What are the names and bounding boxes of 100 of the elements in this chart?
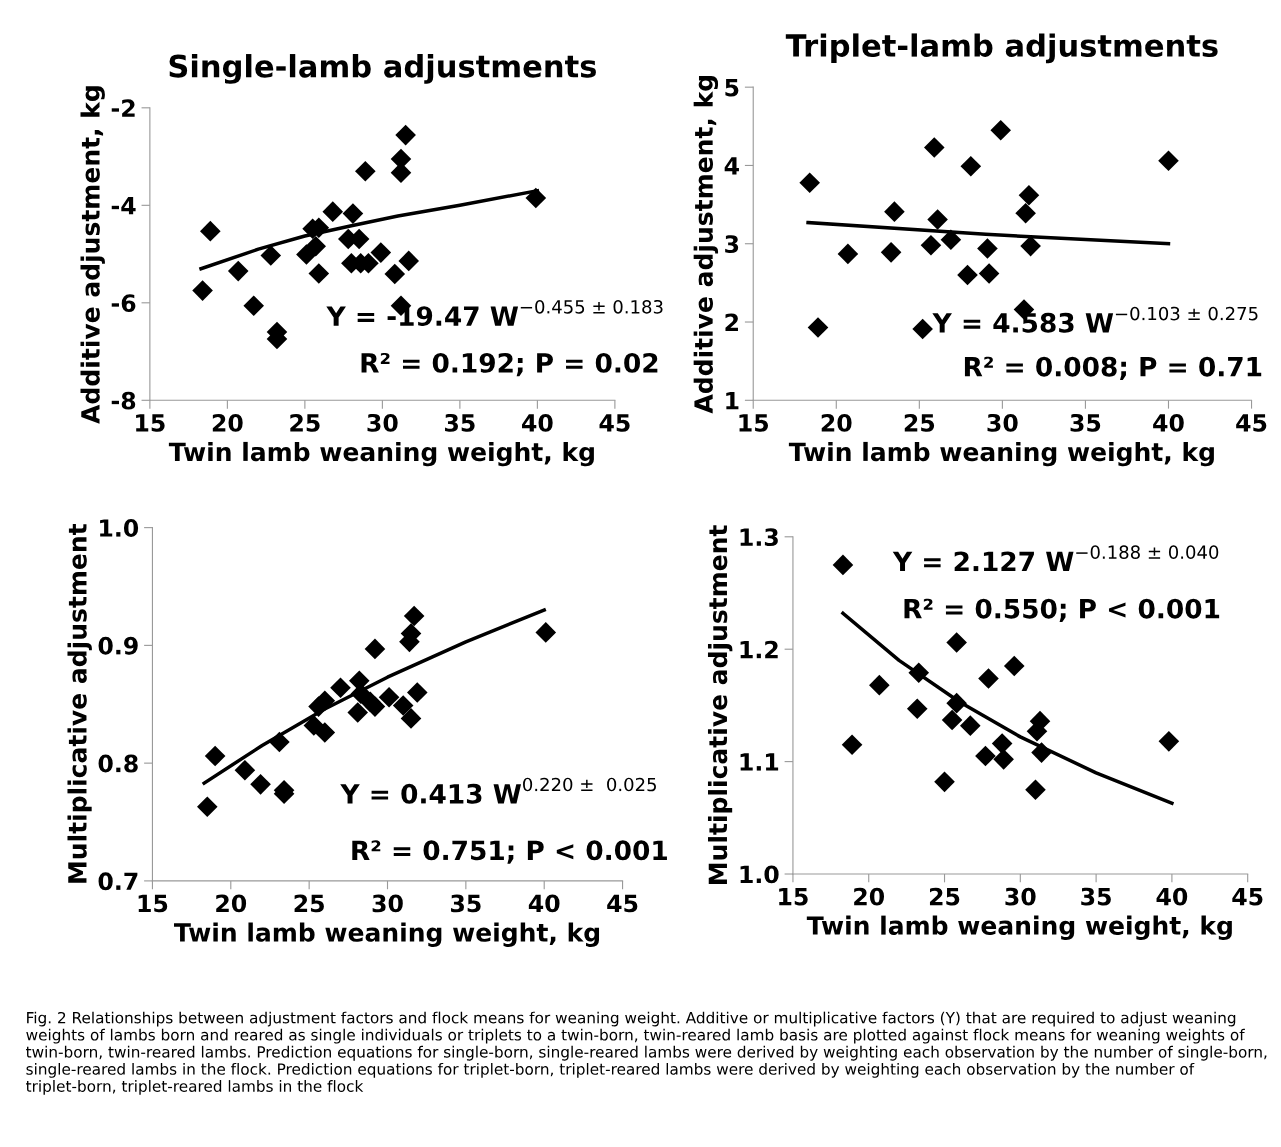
point bbox=[906, 698, 928, 720]
point bbox=[355, 160, 376, 182]
point bbox=[799, 172, 820, 193]
x-tick-label: 35 bbox=[451, 894, 481, 913]
point bbox=[227, 260, 249, 282]
x-axis-title: Twin lamb weaning weight, kg bbox=[788, 441, 1214, 467]
point bbox=[395, 124, 416, 146]
x-tick-label: 25 bbox=[290, 413, 320, 432]
point bbox=[398, 250, 420, 272]
point bbox=[314, 690, 336, 712]
point bbox=[403, 605, 425, 627]
point bbox=[991, 733, 1013, 754]
point bbox=[990, 119, 1012, 141]
point bbox=[204, 745, 226, 767]
point bbox=[305, 235, 327, 257]
y-tick-label: 1.0 bbox=[100, 519, 139, 537]
x-tick-label: 45 bbox=[1232, 887, 1263, 906]
y-tick-label: 2 bbox=[725, 313, 738, 331]
point bbox=[390, 162, 412, 183]
x-tick-label: 15 bbox=[136, 414, 165, 432]
x-tick-label: 15 bbox=[739, 414, 769, 432]
point bbox=[200, 220, 221, 242]
point bbox=[934, 771, 955, 793]
y-tick-label: -2 bbox=[111, 99, 135, 117]
point bbox=[330, 677, 351, 699]
x-tick-label: 35 bbox=[445, 413, 475, 432]
point bbox=[342, 203, 364, 224]
x-tick-label: 30 bbox=[372, 894, 403, 913]
point bbox=[977, 238, 998, 259]
chart-title: Single-lamb adjustments bbox=[169, 54, 596, 84]
point bbox=[1031, 742, 1052, 763]
point bbox=[1158, 150, 1179, 172]
y-tick-label: 0.8 bbox=[98, 754, 138, 773]
x-tick-label: 20 bbox=[216, 894, 247, 913]
point bbox=[322, 201, 344, 222]
point bbox=[314, 722, 336, 743]
point bbox=[535, 622, 557, 643]
x-tick-label: 15 bbox=[138, 894, 168, 913]
y-axis-title: Multiplicative adjustment bbox=[67, 523, 92, 883]
x-tick-label: 35 bbox=[1070, 413, 1101, 432]
x-axis-title: Twin lamb weaning weight, kg bbox=[806, 915, 1232, 941]
x-tick-label: 30 bbox=[1005, 887, 1036, 906]
annotation: R² = 0.008; P = 0.71 bbox=[964, 356, 1262, 381]
x-tick-label: 35 bbox=[1081, 887, 1111, 906]
point bbox=[1020, 235, 1041, 257]
caption: Fig. 2 Relationships between adjustment factors and flock means for weaning weight. Additive or multiplicative factors (Y) that are required to adjust weaning weights of lambs born and reared as single individuals or triplets to a twin-born, twin-reared lamb basis are plotted against flock means for weaning weights of twin-born, twin-reared lambs. Prediction equations for single-born, single-reared lambs were derived by weighting each observation by the number of single-born, single-reared lambs in the flock. Prediction equations for triplet-born, triplet-reared lambs were derived by weighting each observation by the number of triplet-born, triplet-reared lambs in the flock bbox=[26, 1011, 1267, 1095]
y-tick-label: 1.0 bbox=[740, 865, 779, 884]
point bbox=[908, 662, 930, 684]
point bbox=[250, 774, 271, 795]
point bbox=[243, 295, 265, 317]
y-tick-label: 0.7 bbox=[98, 872, 138, 891]
x-tick-label: 25 bbox=[294, 894, 324, 913]
chart-title: Triplet-lamb adjustments bbox=[785, 33, 1218, 64]
point bbox=[1025, 779, 1046, 801]
x-tick-label: 40 bbox=[528, 894, 560, 913]
y-tick-label: 4 bbox=[724, 157, 739, 175]
point bbox=[1158, 731, 1180, 752]
y-tick-label: 1.1 bbox=[740, 753, 779, 771]
x-axis-title: Twin lamb weaning weight, kg bbox=[174, 922, 600, 947]
point bbox=[975, 745, 996, 767]
point bbox=[869, 674, 890, 696]
point bbox=[946, 632, 967, 653]
point bbox=[993, 749, 1014, 770]
point bbox=[1018, 184, 1040, 206]
x-tick-label: 20 bbox=[821, 413, 852, 432]
point bbox=[940, 229, 962, 251]
point bbox=[920, 235, 942, 256]
x-tick-label: 40 bbox=[1156, 887, 1188, 906]
y-tick-label: 3 bbox=[725, 235, 739, 254]
point bbox=[392, 695, 414, 716]
y-axis-title: Additive adjustment, kg bbox=[693, 76, 719, 414]
x-tick-label: 20 bbox=[854, 887, 885, 906]
point bbox=[406, 682, 428, 703]
point bbox=[978, 668, 999, 689]
annotation: R² = 0.192; P = 0.02 bbox=[361, 352, 658, 377]
x-tick-label: 25 bbox=[929, 887, 960, 906]
point bbox=[525, 187, 547, 209]
y-tick-label: -6 bbox=[111, 294, 136, 313]
point bbox=[837, 243, 859, 265]
x-tick-label: 20 bbox=[212, 413, 243, 432]
y-tick-label: -4 bbox=[111, 197, 136, 215]
point bbox=[978, 263, 1000, 284]
point bbox=[960, 155, 982, 177]
point bbox=[912, 318, 933, 340]
point bbox=[1003, 655, 1025, 677]
point bbox=[196, 796, 218, 818]
annotation: R² = 0.550; P < 0.001 bbox=[904, 598, 1220, 623]
x-tick-label: 30 bbox=[987, 413, 1018, 432]
x-tick-label: 45 bbox=[599, 414, 630, 432]
point bbox=[347, 702, 369, 723]
point bbox=[370, 242, 392, 263]
point bbox=[308, 263, 330, 284]
point bbox=[384, 263, 406, 285]
y-axis-title: Additive adjustment, kg bbox=[80, 86, 105, 424]
x-tick-label: 15 bbox=[779, 887, 808, 906]
x-axis-title: Twin lamb weaning weight, kg bbox=[168, 441, 594, 467]
point bbox=[400, 708, 422, 729]
point bbox=[957, 264, 978, 286]
point bbox=[841, 734, 863, 756]
point bbox=[378, 686, 400, 708]
